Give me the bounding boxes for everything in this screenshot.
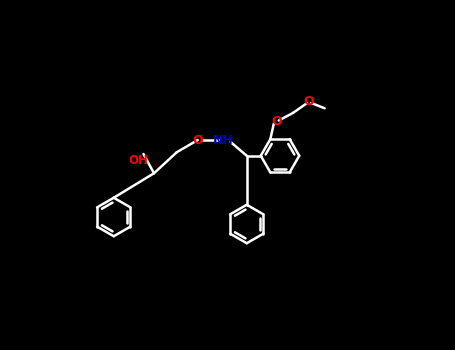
Text: O: O: [303, 95, 314, 108]
Text: O: O: [271, 115, 282, 128]
Text: NH: NH: [213, 133, 234, 147]
Text: OH: OH: [128, 154, 148, 168]
Text: O: O: [192, 133, 203, 147]
